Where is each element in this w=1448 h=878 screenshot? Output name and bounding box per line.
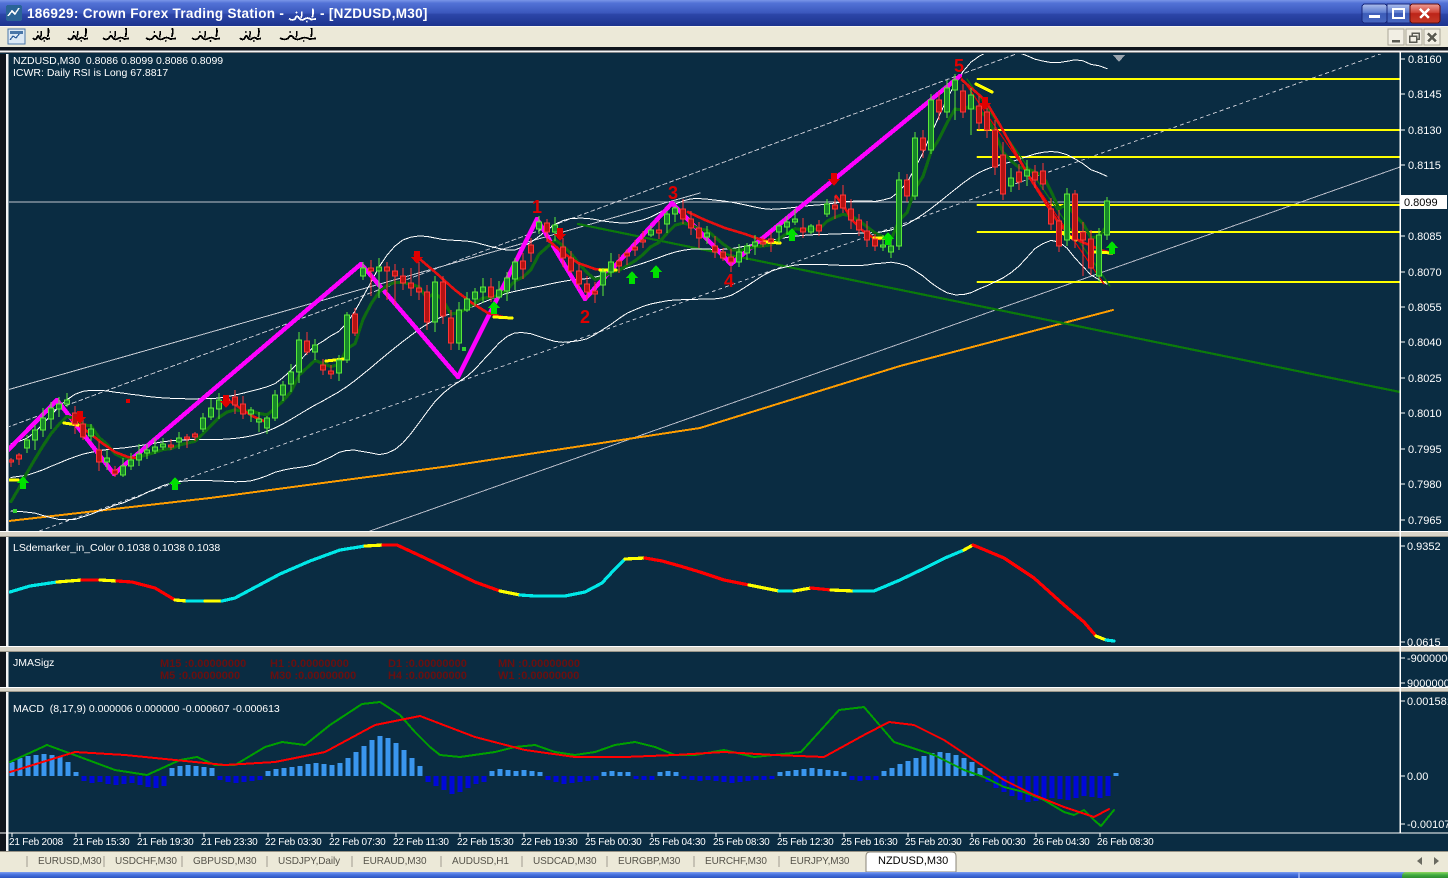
svg-text:0.8160: 0.8160 bbox=[1408, 54, 1442, 66]
svg-text:1: 1 bbox=[532, 197, 542, 217]
svg-text:USDCHF,M30: USDCHF,M30 bbox=[115, 856, 177, 867]
svg-text:25 Feb 08:30: 25 Feb 08:30 bbox=[713, 837, 770, 848]
svg-text:EURCHF,M30: EURCHF,M30 bbox=[705, 856, 767, 867]
svg-text:25 Feb 04:30: 25 Feb 04:30 bbox=[649, 837, 706, 848]
svg-text:0.8115: 0.8115 bbox=[1408, 160, 1441, 172]
svg-text:AUDUSD,H1: AUDUSD,H1 bbox=[452, 856, 509, 867]
svg-text:EURJPY,M30: EURJPY,M30 bbox=[790, 856, 850, 867]
svg-text:EURAUD,M30: EURAUD,M30 bbox=[363, 856, 427, 867]
svg-text:EURUSD,M30: EURUSD,M30 bbox=[38, 856, 102, 867]
svg-text:0.8025: 0.8025 bbox=[1408, 373, 1442, 385]
svg-text:- [NZDUSD,M30]: - [NZDUSD,M30] bbox=[320, 6, 428, 21]
svg-text:JMASigz: JMASigz bbox=[13, 657, 54, 669]
svg-text:26 Feb 04:30: 26 Feb 04:30 bbox=[1033, 837, 1090, 848]
svg-text:22 Feb 15:30: 22 Feb 15:30 bbox=[457, 837, 514, 848]
svg-text:MACD (8,17,9) 0.000006 0.0000: MACD (8,17,9) 0.000006 0.000000 -0.00060… bbox=[13, 703, 280, 715]
svg-text:M30 :0.00000000: M30 :0.00000000 bbox=[270, 670, 356, 682]
svg-text:25 Feb 00:30: 25 Feb 00:30 bbox=[585, 837, 642, 848]
svg-text:22 Feb 19:30: 22 Feb 19:30 bbox=[521, 837, 578, 848]
svg-text:21 Feb 2008: 21 Feb 2008 bbox=[9, 837, 64, 848]
svg-text:USDJPY,Daily: USDJPY,Daily bbox=[278, 856, 340, 867]
svg-text:ICWR: Daily RSI is Long 67.881: ICWR: Daily RSI is Long 67.8817 bbox=[13, 67, 168, 79]
svg-text:0.8010: 0.8010 bbox=[1408, 408, 1442, 420]
svg-text:0.00: 0.00 bbox=[1407, 771, 1428, 783]
svg-text:0.8130: 0.8130 bbox=[1408, 125, 1442, 137]
svg-text:EURGBP,M30: EURGBP,M30 bbox=[618, 856, 681, 867]
svg-text:M5 :0.00000000: M5 :0.00000000 bbox=[160, 670, 240, 682]
svg-text:D1 :0.00000000: D1 :0.00000000 bbox=[388, 658, 467, 670]
svg-text:26 Feb 00:30: 26 Feb 00:30 bbox=[969, 837, 1026, 848]
svg-text:H1 :0.00000000: H1 :0.00000000 bbox=[270, 658, 349, 670]
svg-text:2: 2 bbox=[580, 307, 590, 327]
svg-text:NZDUSD,M30: NZDUSD,M30 bbox=[878, 855, 948, 867]
svg-text:0.8085: 0.8085 bbox=[1408, 231, 1442, 243]
svg-text:-0.00107: -0.00107 bbox=[1407, 819, 1448, 831]
svg-text:186929: Crown Forex Trading St: 186929: Crown Forex Trading Station - bbox=[27, 6, 284, 21]
svg-text:25 Feb 16:30: 25 Feb 16:30 bbox=[841, 837, 898, 848]
svg-text:MN :0.00000000: MN :0.00000000 bbox=[498, 658, 580, 670]
svg-text:0.9352: 0.9352 bbox=[1407, 541, 1441, 553]
svg-text:26 Feb 08:30: 26 Feb 08:30 bbox=[1097, 837, 1154, 848]
svg-text:22 Feb 03:30: 22 Feb 03:30 bbox=[265, 837, 322, 848]
svg-text:0.8145: 0.8145 bbox=[1408, 89, 1442, 101]
svg-text:0.8055: 0.8055 bbox=[1408, 302, 1442, 314]
svg-text:0.0615: 0.0615 bbox=[1407, 637, 1441, 649]
svg-text:LSdemarker_in_Color 0.1038 0.1: LSdemarker_in_Color 0.1038 0.1038 0.1038 bbox=[13, 542, 220, 554]
svg-text:0.7965: 0.7965 bbox=[1408, 515, 1442, 527]
svg-text:0.001581: 0.001581 bbox=[1407, 696, 1448, 708]
svg-text:GBPUSD,M30: GBPUSD,M30 bbox=[193, 856, 257, 867]
svg-text:4: 4 bbox=[724, 271, 734, 291]
svg-text:21 Feb 15:30: 21 Feb 15:30 bbox=[73, 837, 130, 848]
svg-text:M15 :0.00000000: M15 :0.00000000 bbox=[160, 658, 246, 670]
svg-text:0.8040: 0.8040 bbox=[1408, 337, 1442, 349]
svg-text:0.8070: 0.8070 bbox=[1408, 267, 1442, 279]
svg-text:5: 5 bbox=[954, 56, 964, 76]
svg-text:W1 :0.00000000: W1 :0.00000000 bbox=[498, 670, 579, 682]
svg-text:USDCAD,M30: USDCAD,M30 bbox=[533, 856, 597, 867]
svg-text:25 Feb 20:30: 25 Feb 20:30 bbox=[905, 837, 962, 848]
svg-text:0.8099: 0.8099 bbox=[1404, 197, 1438, 209]
svg-text:21 Feb 23:30: 21 Feb 23:30 bbox=[201, 837, 258, 848]
svg-text:0.7980: 0.7980 bbox=[1408, 479, 1442, 491]
svg-text:22 Feb 11:30: 22 Feb 11:30 bbox=[393, 837, 449, 848]
svg-text:25 Feb 12:30: 25 Feb 12:30 bbox=[777, 837, 834, 848]
svg-text:22 Feb 07:30: 22 Feb 07:30 bbox=[329, 837, 386, 848]
svg-text:21 Feb 19:30: 21 Feb 19:30 bbox=[137, 837, 194, 848]
svg-text:NZDUSD,M30 0.8086 0.8099 0.80: NZDUSD,M30 0.8086 0.8099 0.8086 0.8099 bbox=[13, 55, 223, 67]
svg-text:0.7995: 0.7995 bbox=[1408, 444, 1442, 456]
svg-text:H4 :0.00000000: H4 :0.00000000 bbox=[388, 670, 467, 682]
svg-text:-9000000: -9000000 bbox=[1407, 653, 1448, 665]
svg-text:3: 3 bbox=[668, 183, 678, 203]
